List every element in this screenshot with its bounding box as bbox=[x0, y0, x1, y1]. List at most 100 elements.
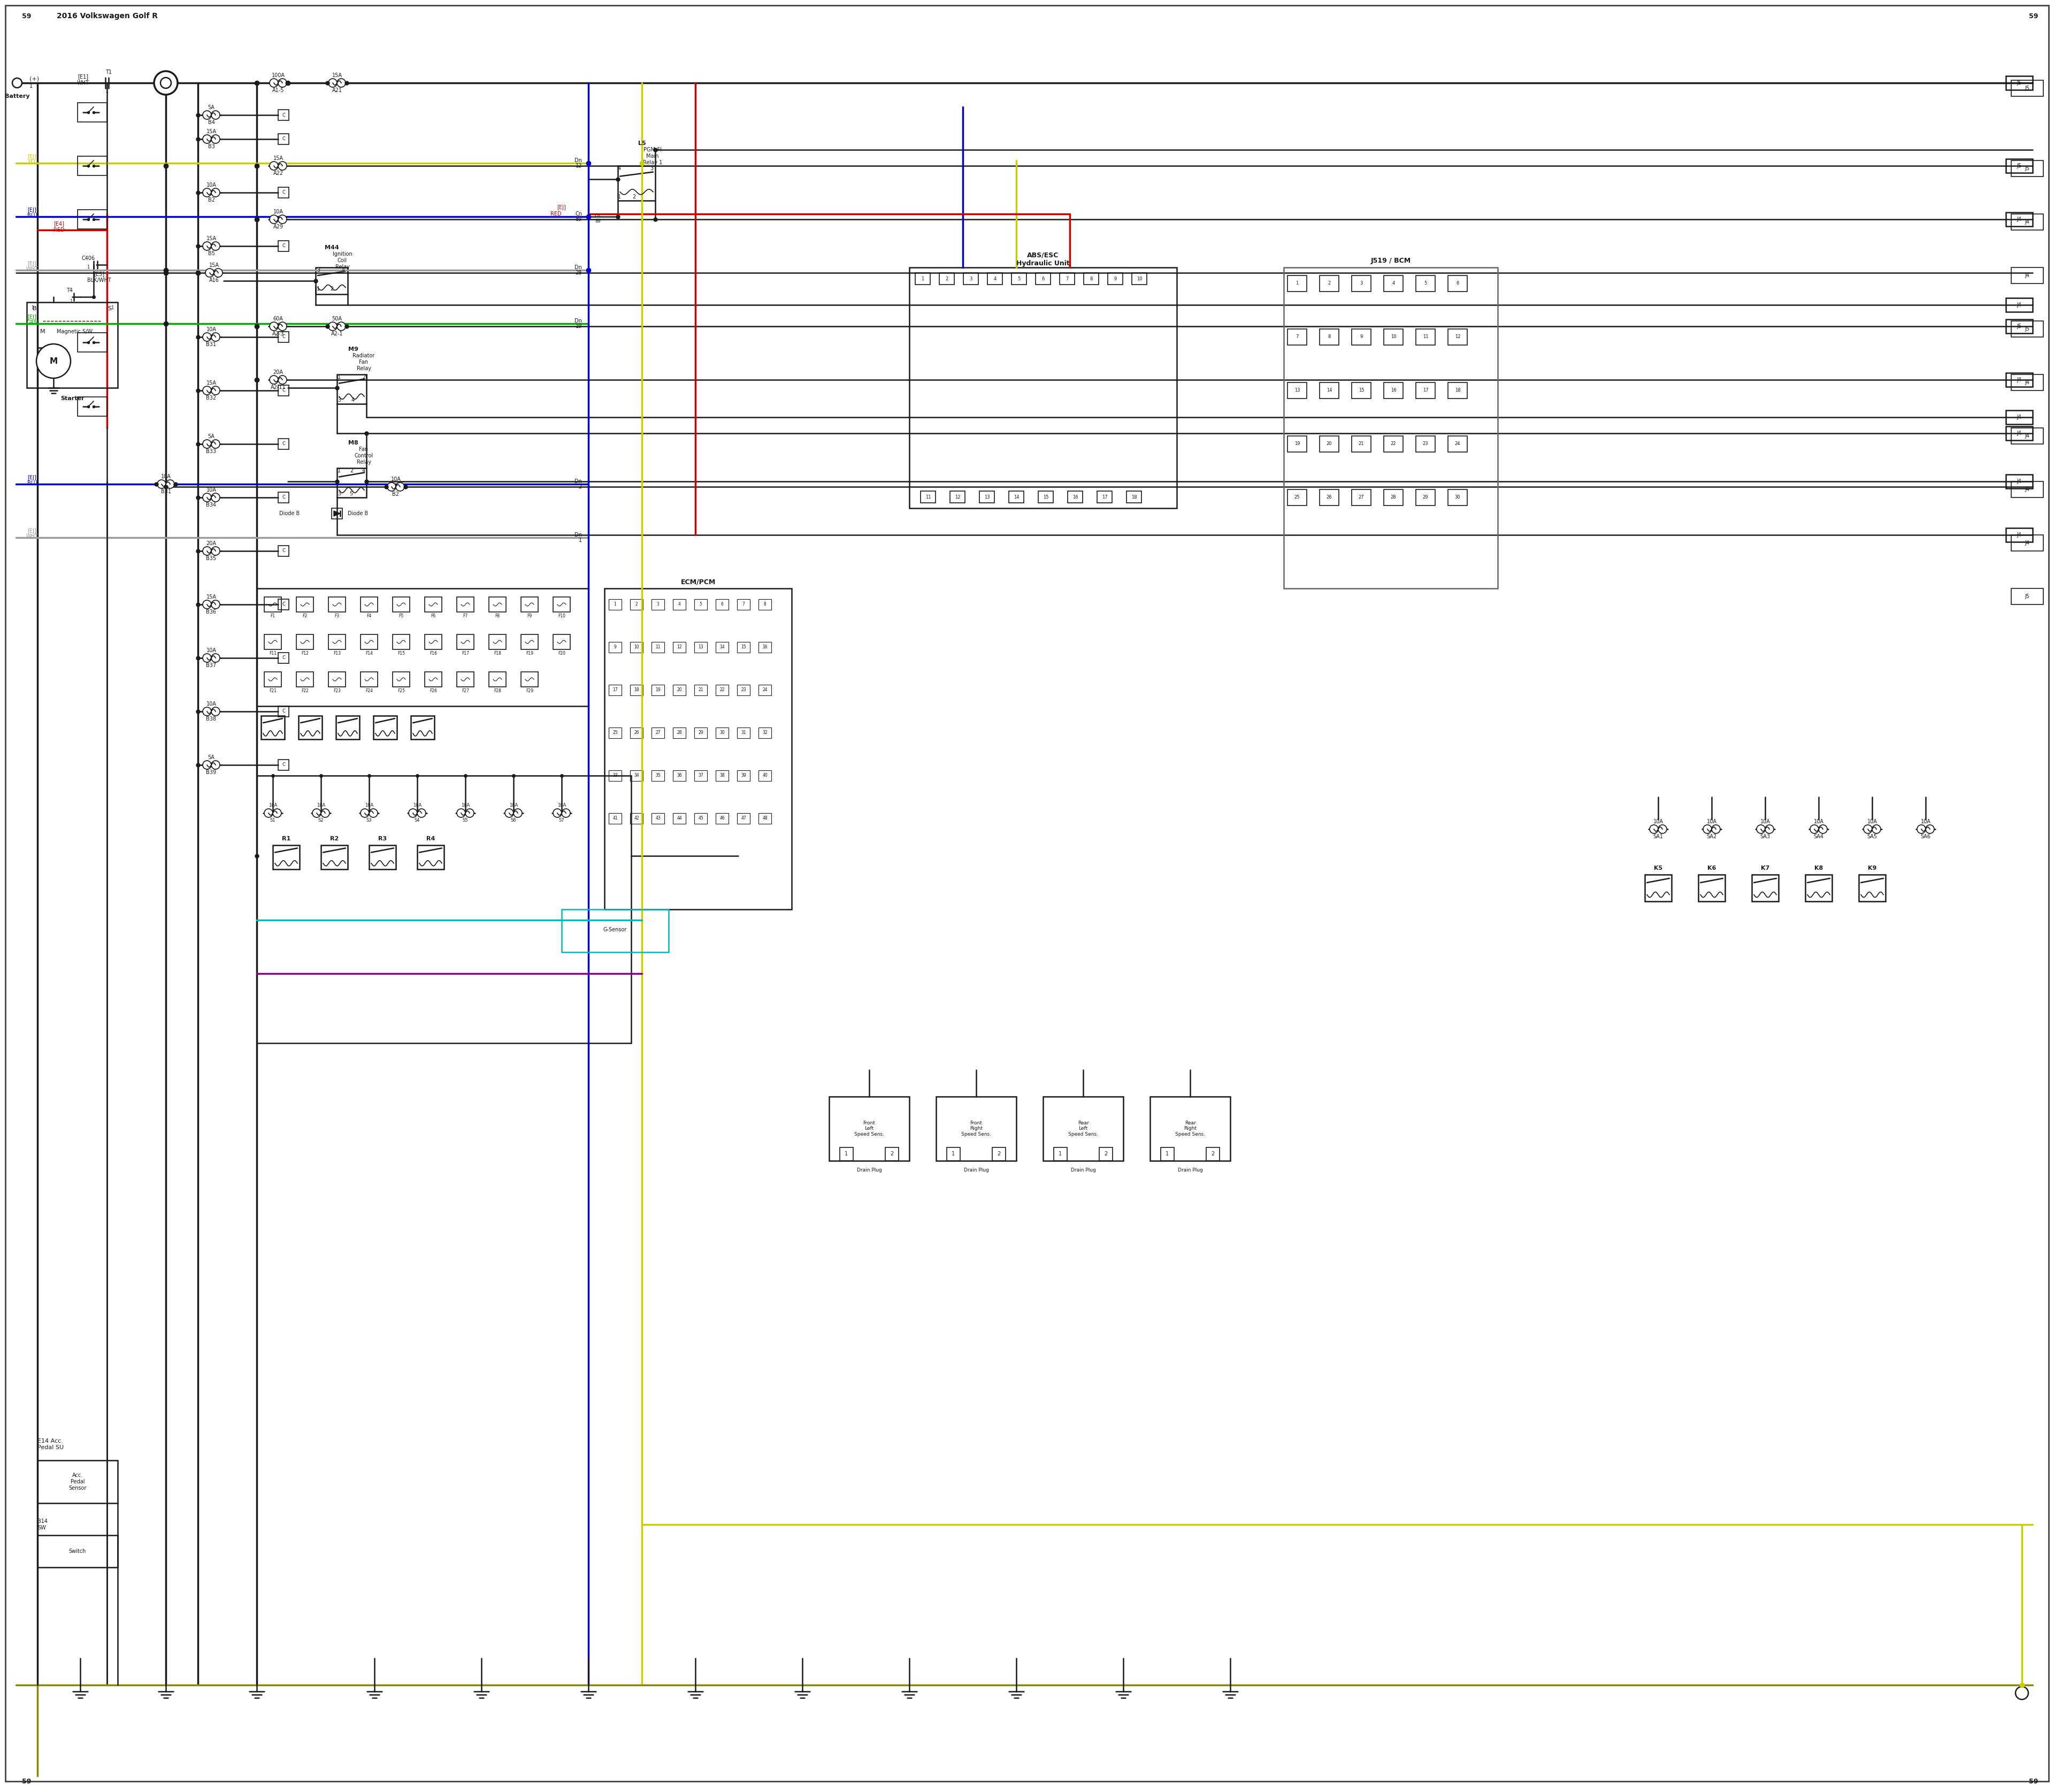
Bar bbox=[1859, 874, 1886, 901]
Bar bbox=[329, 597, 345, 611]
Bar bbox=[737, 771, 750, 781]
Text: [EJ]: [EJ] bbox=[27, 208, 37, 213]
Text: 21: 21 bbox=[1358, 441, 1364, 446]
Circle shape bbox=[203, 387, 212, 394]
Bar bbox=[737, 728, 750, 738]
Text: 9: 9 bbox=[614, 645, 616, 650]
Bar bbox=[715, 814, 729, 824]
Text: J5: J5 bbox=[2025, 167, 2029, 172]
Bar bbox=[1068, 491, 1082, 504]
Bar bbox=[392, 597, 409, 611]
Bar bbox=[631, 814, 643, 824]
Text: 10A: 10A bbox=[1814, 819, 1824, 824]
Bar bbox=[988, 272, 1002, 285]
Circle shape bbox=[269, 215, 277, 224]
Bar bbox=[1415, 276, 1436, 292]
Circle shape bbox=[12, 79, 23, 88]
Bar bbox=[277, 134, 290, 145]
Bar bbox=[277, 439, 290, 450]
Text: 16: 16 bbox=[1072, 495, 1078, 500]
Text: 3: 3 bbox=[337, 491, 341, 496]
Circle shape bbox=[277, 376, 288, 383]
Circle shape bbox=[1658, 824, 1666, 833]
Bar bbox=[553, 634, 571, 649]
Text: 50A: 50A bbox=[333, 315, 343, 321]
Text: A2-3: A2-3 bbox=[271, 332, 283, 337]
Bar bbox=[631, 771, 643, 781]
Bar bbox=[618, 167, 655, 201]
Circle shape bbox=[337, 323, 345, 330]
Circle shape bbox=[277, 215, 288, 224]
Text: F23: F23 bbox=[333, 688, 341, 694]
Text: 18: 18 bbox=[1454, 389, 1460, 392]
Bar bbox=[715, 771, 729, 781]
Text: Battery: Battery bbox=[4, 93, 29, 99]
Text: B36: B36 bbox=[205, 609, 216, 615]
Text: F11: F11 bbox=[269, 650, 277, 656]
Text: 5: 5 bbox=[700, 602, 702, 607]
Bar bbox=[2007, 319, 2033, 333]
Bar bbox=[608, 642, 622, 652]
Text: 30: 30 bbox=[1454, 495, 1460, 500]
Text: F9: F9 bbox=[528, 615, 532, 618]
Text: J519 / BCM: J519 / BCM bbox=[1370, 258, 1411, 265]
Text: Rear
Right
Speed Sens.: Rear Right Speed Sens. bbox=[1175, 1120, 1206, 1136]
Text: B14
SW: B14 SW bbox=[37, 1520, 47, 1530]
Text: Drain Plug: Drain Plug bbox=[1070, 1168, 1095, 1172]
Text: 12: 12 bbox=[1454, 335, 1460, 339]
Text: 19: 19 bbox=[575, 324, 581, 330]
Text: 2: 2 bbox=[331, 287, 333, 292]
Bar bbox=[1132, 272, 1146, 285]
Bar bbox=[392, 672, 409, 686]
Circle shape bbox=[212, 708, 220, 715]
Text: 10A: 10A bbox=[366, 803, 374, 808]
Bar bbox=[1284, 267, 1497, 588]
Text: 7: 7 bbox=[1296, 335, 1298, 339]
Bar bbox=[631, 685, 643, 695]
Text: 1: 1 bbox=[70, 299, 72, 303]
Text: Front
Left
Speed Sens.: Front Left Speed Sens. bbox=[854, 1120, 883, 1136]
Text: J4: J4 bbox=[2025, 219, 2029, 224]
Text: 89: 89 bbox=[596, 219, 600, 224]
Text: K5: K5 bbox=[1653, 866, 1662, 871]
Text: 25: 25 bbox=[1294, 495, 1300, 500]
Text: 1: 1 bbox=[337, 375, 341, 380]
Text: S6: S6 bbox=[511, 819, 516, 823]
Text: L5: L5 bbox=[639, 142, 645, 145]
Text: 10A: 10A bbox=[460, 803, 470, 808]
Text: B3: B3 bbox=[207, 143, 216, 149]
Text: A21: A21 bbox=[333, 88, 343, 93]
Bar bbox=[1415, 330, 1436, 346]
Text: J5: J5 bbox=[2025, 326, 2029, 332]
Text: R3: R3 bbox=[378, 837, 386, 842]
Text: Magnetic S/W: Magnetic S/W bbox=[58, 330, 92, 335]
Bar bbox=[2011, 213, 2044, 229]
Text: 1: 1 bbox=[614, 602, 616, 607]
Text: ABS/ESC
Hydraulic Unit: ABS/ESC Hydraulic Unit bbox=[1017, 253, 1070, 267]
Bar bbox=[277, 706, 290, 717]
Bar bbox=[257, 776, 631, 1043]
Text: SA6: SA6 bbox=[1920, 833, 1931, 839]
Text: A1-5: A1-5 bbox=[271, 88, 283, 93]
Text: 2: 2 bbox=[945, 276, 949, 281]
Text: F7: F7 bbox=[462, 615, 468, 618]
Circle shape bbox=[37, 344, 70, 378]
Text: J5: J5 bbox=[2017, 81, 2021, 86]
Text: Dn: Dn bbox=[575, 265, 581, 271]
Bar bbox=[651, 642, 663, 652]
Text: Acc.
Pedal
Sensor: Acc. Pedal Sensor bbox=[68, 1473, 86, 1491]
Text: 4: 4 bbox=[618, 167, 620, 172]
Text: J4: J4 bbox=[2025, 434, 2029, 439]
Text: Control: Control bbox=[355, 453, 374, 459]
Text: [E4]: [E4] bbox=[53, 220, 64, 226]
Text: 14: 14 bbox=[719, 645, 725, 650]
Text: 46: 46 bbox=[719, 815, 725, 821]
Bar bbox=[78, 156, 107, 176]
Text: J4: J4 bbox=[2025, 539, 2029, 545]
Bar bbox=[2011, 267, 2044, 283]
Bar bbox=[939, 272, 955, 285]
Bar bbox=[78, 210, 107, 229]
Text: 4: 4 bbox=[994, 276, 996, 281]
Text: K6: K6 bbox=[1707, 866, 1715, 871]
Bar bbox=[425, 672, 442, 686]
